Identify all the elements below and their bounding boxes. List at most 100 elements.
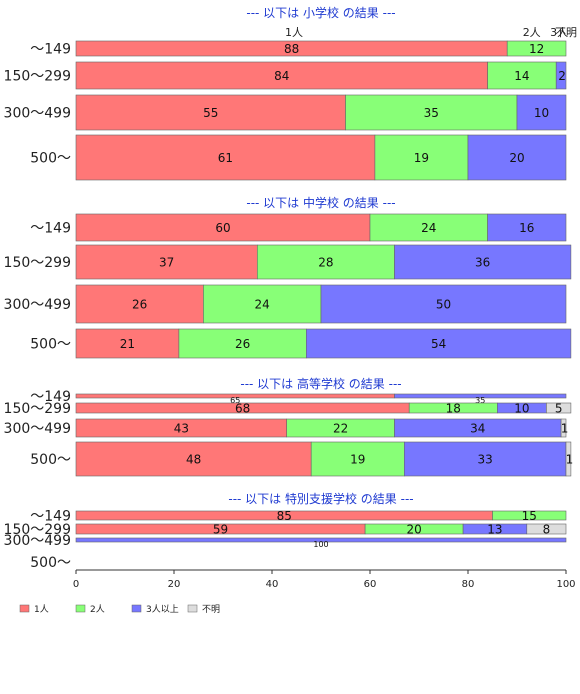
legend-swatch	[19, 604, 30, 613]
bar-segment-three-plus	[75, 537, 567, 543]
column-header: 不明	[555, 26, 577, 39]
bar-row: 300〜499 100	[4, 533, 567, 549]
bar-segment-two-persons	[178, 328, 307, 359]
value-label: 43	[174, 422, 189, 436]
bar-row: 150〜299 84 14 2	[4, 61, 567, 90]
bar-row: 300〜499 26 24 50	[4, 284, 567, 324]
row-label: 150〜299	[4, 255, 71, 271]
value-label: 48	[186, 453, 201, 467]
section-title: --- 以下は 小学校 の結果 ---	[246, 5, 395, 20]
bar-row: 150〜299 59 20 13 8	[4, 522, 567, 538]
value-label: 61	[218, 151, 233, 165]
section-title: --- 以下は 高等学校 の結果 ---	[240, 376, 401, 391]
value-label: 68	[235, 402, 250, 416]
value-label: 21	[120, 337, 135, 351]
bar-segment-one-person	[75, 284, 204, 324]
bar-segment-two-persons	[369, 213, 488, 242]
value-label: 37	[159, 256, 174, 270]
bar-row: 500〜 48 19 33 1	[30, 441, 574, 477]
value-label: 88	[284, 42, 299, 56]
value-label: 35	[424, 106, 439, 120]
row-label: 150〜299	[4, 401, 71, 417]
value-label: 16	[519, 221, 534, 235]
legend-label: 2人	[90, 604, 105, 615]
value-label: 19	[414, 151, 429, 165]
bar-segment-one-person	[75, 441, 312, 477]
row-label: 150〜299	[4, 69, 71, 85]
bar-row: 〜149 65 35	[30, 389, 567, 405]
value-label: 54	[431, 337, 446, 351]
bar-segment-unknown	[565, 441, 572, 477]
value-label: 18	[446, 402, 461, 416]
bar-segment-three-plus	[467, 134, 567, 181]
bar-segment-three-plus	[403, 441, 567, 477]
row-label: 〜149	[30, 509, 71, 525]
value-label: 14	[514, 69, 529, 83]
bar-row: 500〜 61 19 20	[30, 134, 567, 181]
bar-segment-two-persons	[345, 94, 518, 131]
row-label: 300〜499	[4, 533, 71, 549]
bar-segment-three-plus	[394, 393, 567, 399]
x-tick-label: 100	[556, 579, 575, 590]
bar-segment-three-plus	[305, 328, 572, 359]
legend-label: 1人	[34, 604, 49, 615]
legend-item: 1人	[19, 604, 49, 615]
column-header: 2人	[523, 26, 541, 39]
value-label: 1	[561, 422, 569, 436]
value-label: 13	[487, 523, 502, 537]
value-label: 20	[406, 523, 421, 537]
value-label: 8	[543, 523, 551, 537]
value-label: 1	[566, 453, 574, 467]
x-tick-label: 20	[168, 579, 181, 590]
value-label: 35	[475, 396, 485, 405]
bar-row: 〜149 85 15	[30, 509, 567, 525]
value-label: 19	[350, 453, 365, 467]
value-label: 65	[230, 396, 240, 405]
bar-segment-three-plus	[394, 244, 572, 280]
row-label: 500〜	[30, 337, 71, 353]
legend-swatch	[131, 604, 142, 613]
value-label: 20	[509, 151, 524, 165]
bar-segment-two-persons	[506, 40, 567, 57]
bar-row: 150〜299 68 18 10 5	[4, 401, 572, 417]
bar-segment-two-persons	[492, 510, 567, 521]
value-label: 12	[529, 42, 544, 56]
bar-segment-one-person	[75, 328, 180, 359]
bar-segment-unknown	[560, 418, 567, 438]
bar-row: 〜149 60 24 16	[30, 213, 567, 242]
bar-row: 300〜499 55 35 10	[4, 94, 567, 131]
legend: 1人 2人 3人以上 不明	[19, 604, 220, 615]
legend-item: 不明	[187, 604, 220, 615]
value-label: 100	[313, 540, 328, 549]
row-label: 500〜	[30, 452, 71, 468]
value-label: 60	[215, 221, 230, 235]
x-tick-label: 60	[364, 579, 377, 590]
bar-segment-unknown	[526, 523, 567, 535]
section-title: --- 以下は 特別支援学校 の結果 ---	[228, 491, 413, 506]
bar-row: 〜149 88 12	[30, 40, 567, 58]
value-label: 24	[421, 221, 436, 235]
bar-row: 300〜499 43 22 34 1	[4, 418, 569, 438]
bar-segment-three-plus	[320, 284, 567, 324]
value-label: 26	[132, 298, 147, 312]
row-label: 〜149	[30, 42, 71, 58]
value-label: 50	[436, 298, 451, 312]
x-tick-label: 40	[266, 579, 279, 590]
bar-segment-one-person	[75, 134, 376, 181]
row-label: 500〜	[30, 555, 71, 571]
bar-segment-one-person	[75, 244, 258, 280]
column-header: 1人	[285, 26, 303, 39]
value-label: 26	[235, 337, 250, 351]
bar-segment-two-persons	[203, 284, 322, 324]
value-label: 55	[203, 106, 218, 120]
row-label: 300〜499	[4, 297, 71, 313]
bar-segment-two-persons	[256, 244, 395, 280]
value-label: 22	[333, 422, 348, 436]
value-label: 24	[255, 298, 270, 312]
x-tick-label: 0	[73, 579, 79, 590]
value-label: 84	[274, 69, 289, 83]
x-tick-label: 80	[462, 579, 475, 590]
value-label: 15	[522, 509, 537, 523]
